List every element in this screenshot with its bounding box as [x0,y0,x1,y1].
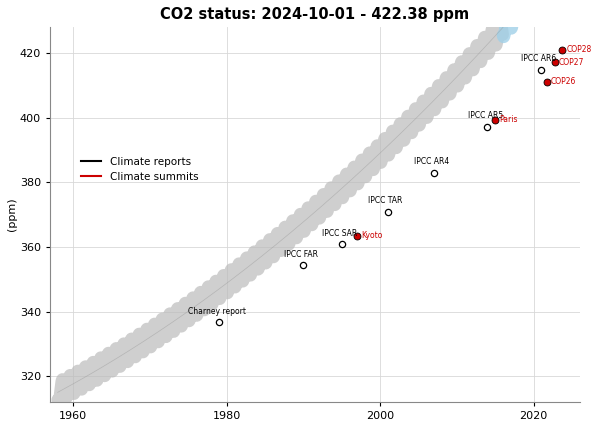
Text: Paris: Paris [499,115,518,124]
Text: IPCC AR4: IPCC AR4 [414,157,449,166]
Text: Kyoto: Kyoto [361,232,382,241]
Text: COP27: COP27 [559,58,584,67]
Text: Charney report: Charney report [188,307,245,316]
Text: COP28: COP28 [566,45,592,54]
Text: COP26: COP26 [551,77,576,86]
Text: IPCC SAR: IPCC SAR [322,229,357,238]
Legend: Climate reports, Climate summits: Climate reports, Climate summits [76,152,203,186]
Text: IPCC TAR: IPCC TAR [368,196,403,205]
Text: IPCC FAR: IPCC FAR [284,250,318,259]
Text: IPCC AR6: IPCC AR6 [521,54,557,63]
Y-axis label: (ppm): (ppm) [7,198,17,232]
Title: CO2 status: 2024-10-01 - 422.38 ppm: CO2 status: 2024-10-01 - 422.38 ppm [160,7,469,22]
Text: IPCC AR5: IPCC AR5 [467,111,503,120]
